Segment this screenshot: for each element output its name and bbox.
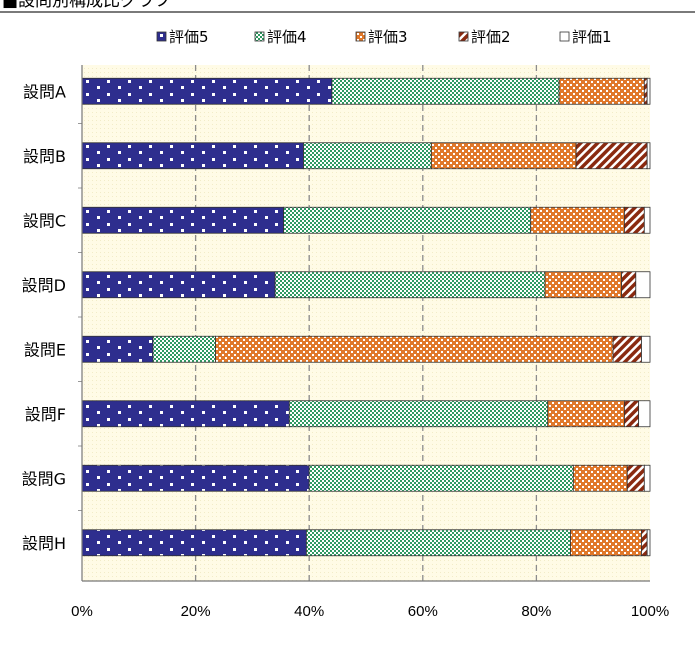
x-tick-label: 40%: [294, 603, 324, 620]
bar-segment: [81, 335, 154, 363]
category-label: 設問G: [22, 469, 66, 488]
bar-segment: [152, 335, 216, 363]
category-label: 設問C: [23, 211, 66, 230]
category-label: 設問D: [22, 276, 66, 295]
bar-segment: [621, 271, 637, 299]
x-tick-label: 20%: [181, 603, 211, 620]
legend-label: 評価2: [471, 28, 511, 46]
bar-segment: [430, 142, 577, 170]
bar-segment: [646, 77, 651, 105]
bar-segment: [308, 464, 574, 492]
bar-segment: [558, 77, 645, 105]
category-label: 設問F: [25, 405, 66, 424]
bar-segment: [572, 464, 628, 492]
x-tick-label: 100%: [631, 603, 669, 620]
bar-segment: [635, 271, 651, 299]
x-tick-label: 80%: [521, 603, 551, 620]
bar-segment: [283, 206, 532, 234]
chart-legend: 評価5 評価4 評価3 評価2 評価1: [156, 28, 612, 46]
bar-segment: [624, 400, 640, 428]
bar-segment: [646, 142, 651, 170]
legend-label: 評価4: [267, 28, 307, 46]
x-tick-label: 0%: [71, 603, 93, 620]
legend-swatch: [254, 31, 265, 42]
bar-segment: [612, 335, 642, 363]
legend-swatch: [559, 31, 570, 42]
bar-segment: [81, 206, 285, 234]
bar-segment: [643, 464, 651, 492]
bar-segment: [544, 271, 622, 299]
bar-segment: [530, 206, 625, 234]
bar-segment: [643, 206, 651, 234]
bar-segment: [81, 400, 290, 428]
bar-segment: [215, 335, 614, 363]
bar-segment: [547, 400, 625, 428]
bar-segment: [81, 142, 304, 170]
bar-segment: [641, 529, 648, 557]
bar-segment: [81, 77, 333, 105]
x-tick-label: 60%: [408, 603, 438, 620]
legend-swatch: [156, 31, 167, 42]
bar-segment: [81, 464, 310, 492]
bar-segment: [331, 77, 560, 105]
legend-swatch: [458, 31, 469, 42]
category-label: 設問A: [23, 82, 66, 101]
bar-segment: [288, 400, 549, 428]
title-bar: ■設問別構成比グラフ: [0, 0, 695, 13]
category-label: 設問B: [23, 147, 66, 166]
bar-segment: [646, 529, 651, 557]
legend-label: 評価1: [572, 28, 612, 46]
category-label: 設問H: [22, 534, 66, 553]
bar-segment: [303, 142, 432, 170]
bar-segment: [641, 335, 651, 363]
legend-label: 評価3: [368, 28, 408, 46]
bar-segment: [575, 142, 648, 170]
legend-label: 評価5: [169, 28, 209, 46]
bar-segment: [570, 529, 642, 557]
bar-segment: [274, 271, 546, 299]
bar-segment: [626, 464, 645, 492]
bar-segment: [81, 271, 276, 299]
axes: 設問A 設問B 設問C 設問D 設問E 設問F 設問G 設問H 0% 20% 40% 60% 80% 10…: [22, 65, 669, 620]
bar-segment: [305, 529, 571, 557]
category-label: 設問E: [24, 340, 66, 359]
legend-swatch: [355, 31, 366, 42]
bar-segment: [624, 206, 645, 234]
bar-segment: [638, 400, 651, 428]
chart-title: ■設問別構成比グラフ: [2, 0, 172, 11]
plot-area: [81, 65, 651, 581]
bar-segment: [81, 529, 307, 557]
bar-segment: [643, 77, 648, 105]
